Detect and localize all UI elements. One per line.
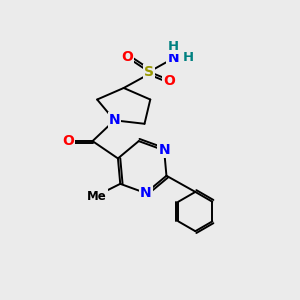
Text: N: N <box>168 51 179 65</box>
Text: N: N <box>140 186 152 200</box>
Text: O: O <box>121 50 133 64</box>
Text: O: O <box>163 74 175 88</box>
Text: O: O <box>62 134 74 148</box>
Text: H: H <box>183 51 194 64</box>
Text: S: S <box>144 65 154 79</box>
Text: H: H <box>168 40 179 53</box>
Text: N: N <box>158 143 170 157</box>
Text: N: N <box>109 113 120 127</box>
Text: Me: Me <box>87 190 107 203</box>
